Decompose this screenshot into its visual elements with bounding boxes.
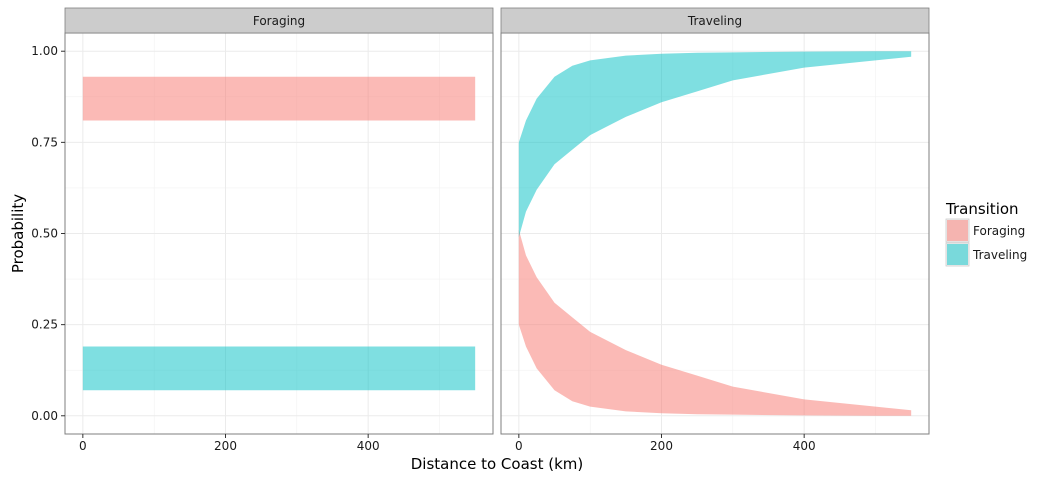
x-tick-label: 0 [515, 439, 523, 453]
y-tick-label: 1.00 [31, 44, 58, 58]
y-tick-label: 0.25 [31, 318, 58, 332]
facet-strip [64, 7, 494, 34]
y-axis-title: Probability [9, 194, 27, 273]
legend-key-foraging [947, 220, 968, 241]
x-axis-title: Distance to Coast (km) [411, 455, 584, 473]
ribbon-foraging [82, 76, 476, 121]
legend-label-traveling: Traveling [972, 248, 1027, 262]
x-tick-label: 400 [793, 439, 816, 453]
y-tick-label: 0.75 [31, 135, 58, 149]
legend-label-foraging: Foraging [973, 224, 1025, 238]
x-tick-label: 200 [650, 439, 673, 453]
y-tick-label: 0.50 [31, 227, 58, 241]
panel-traveling: Traveling 0 200 400 [500, 7, 930, 453]
ribbon-traveling [518, 51, 912, 238]
y-tick-label: 0.00 [31, 409, 58, 423]
legend-key-traveling [947, 244, 968, 265]
panel-foraging: Foraging 0 200 400 [64, 7, 494, 453]
ribbon-traveling [82, 346, 476, 391]
facet-strip-label: Traveling [687, 14, 742, 28]
facet-strip [500, 7, 930, 34]
x-tick-label: 200 [214, 439, 237, 453]
x-tick-label: 400 [357, 439, 380, 453]
legend-title: Transition [945, 200, 1019, 218]
facet-strip-label: Foraging [253, 14, 305, 28]
legend: Transition Foraging Traveling [945, 200, 1027, 267]
ribbon-foraging [518, 229, 912, 416]
x-tick-label: 0 [79, 439, 87, 453]
